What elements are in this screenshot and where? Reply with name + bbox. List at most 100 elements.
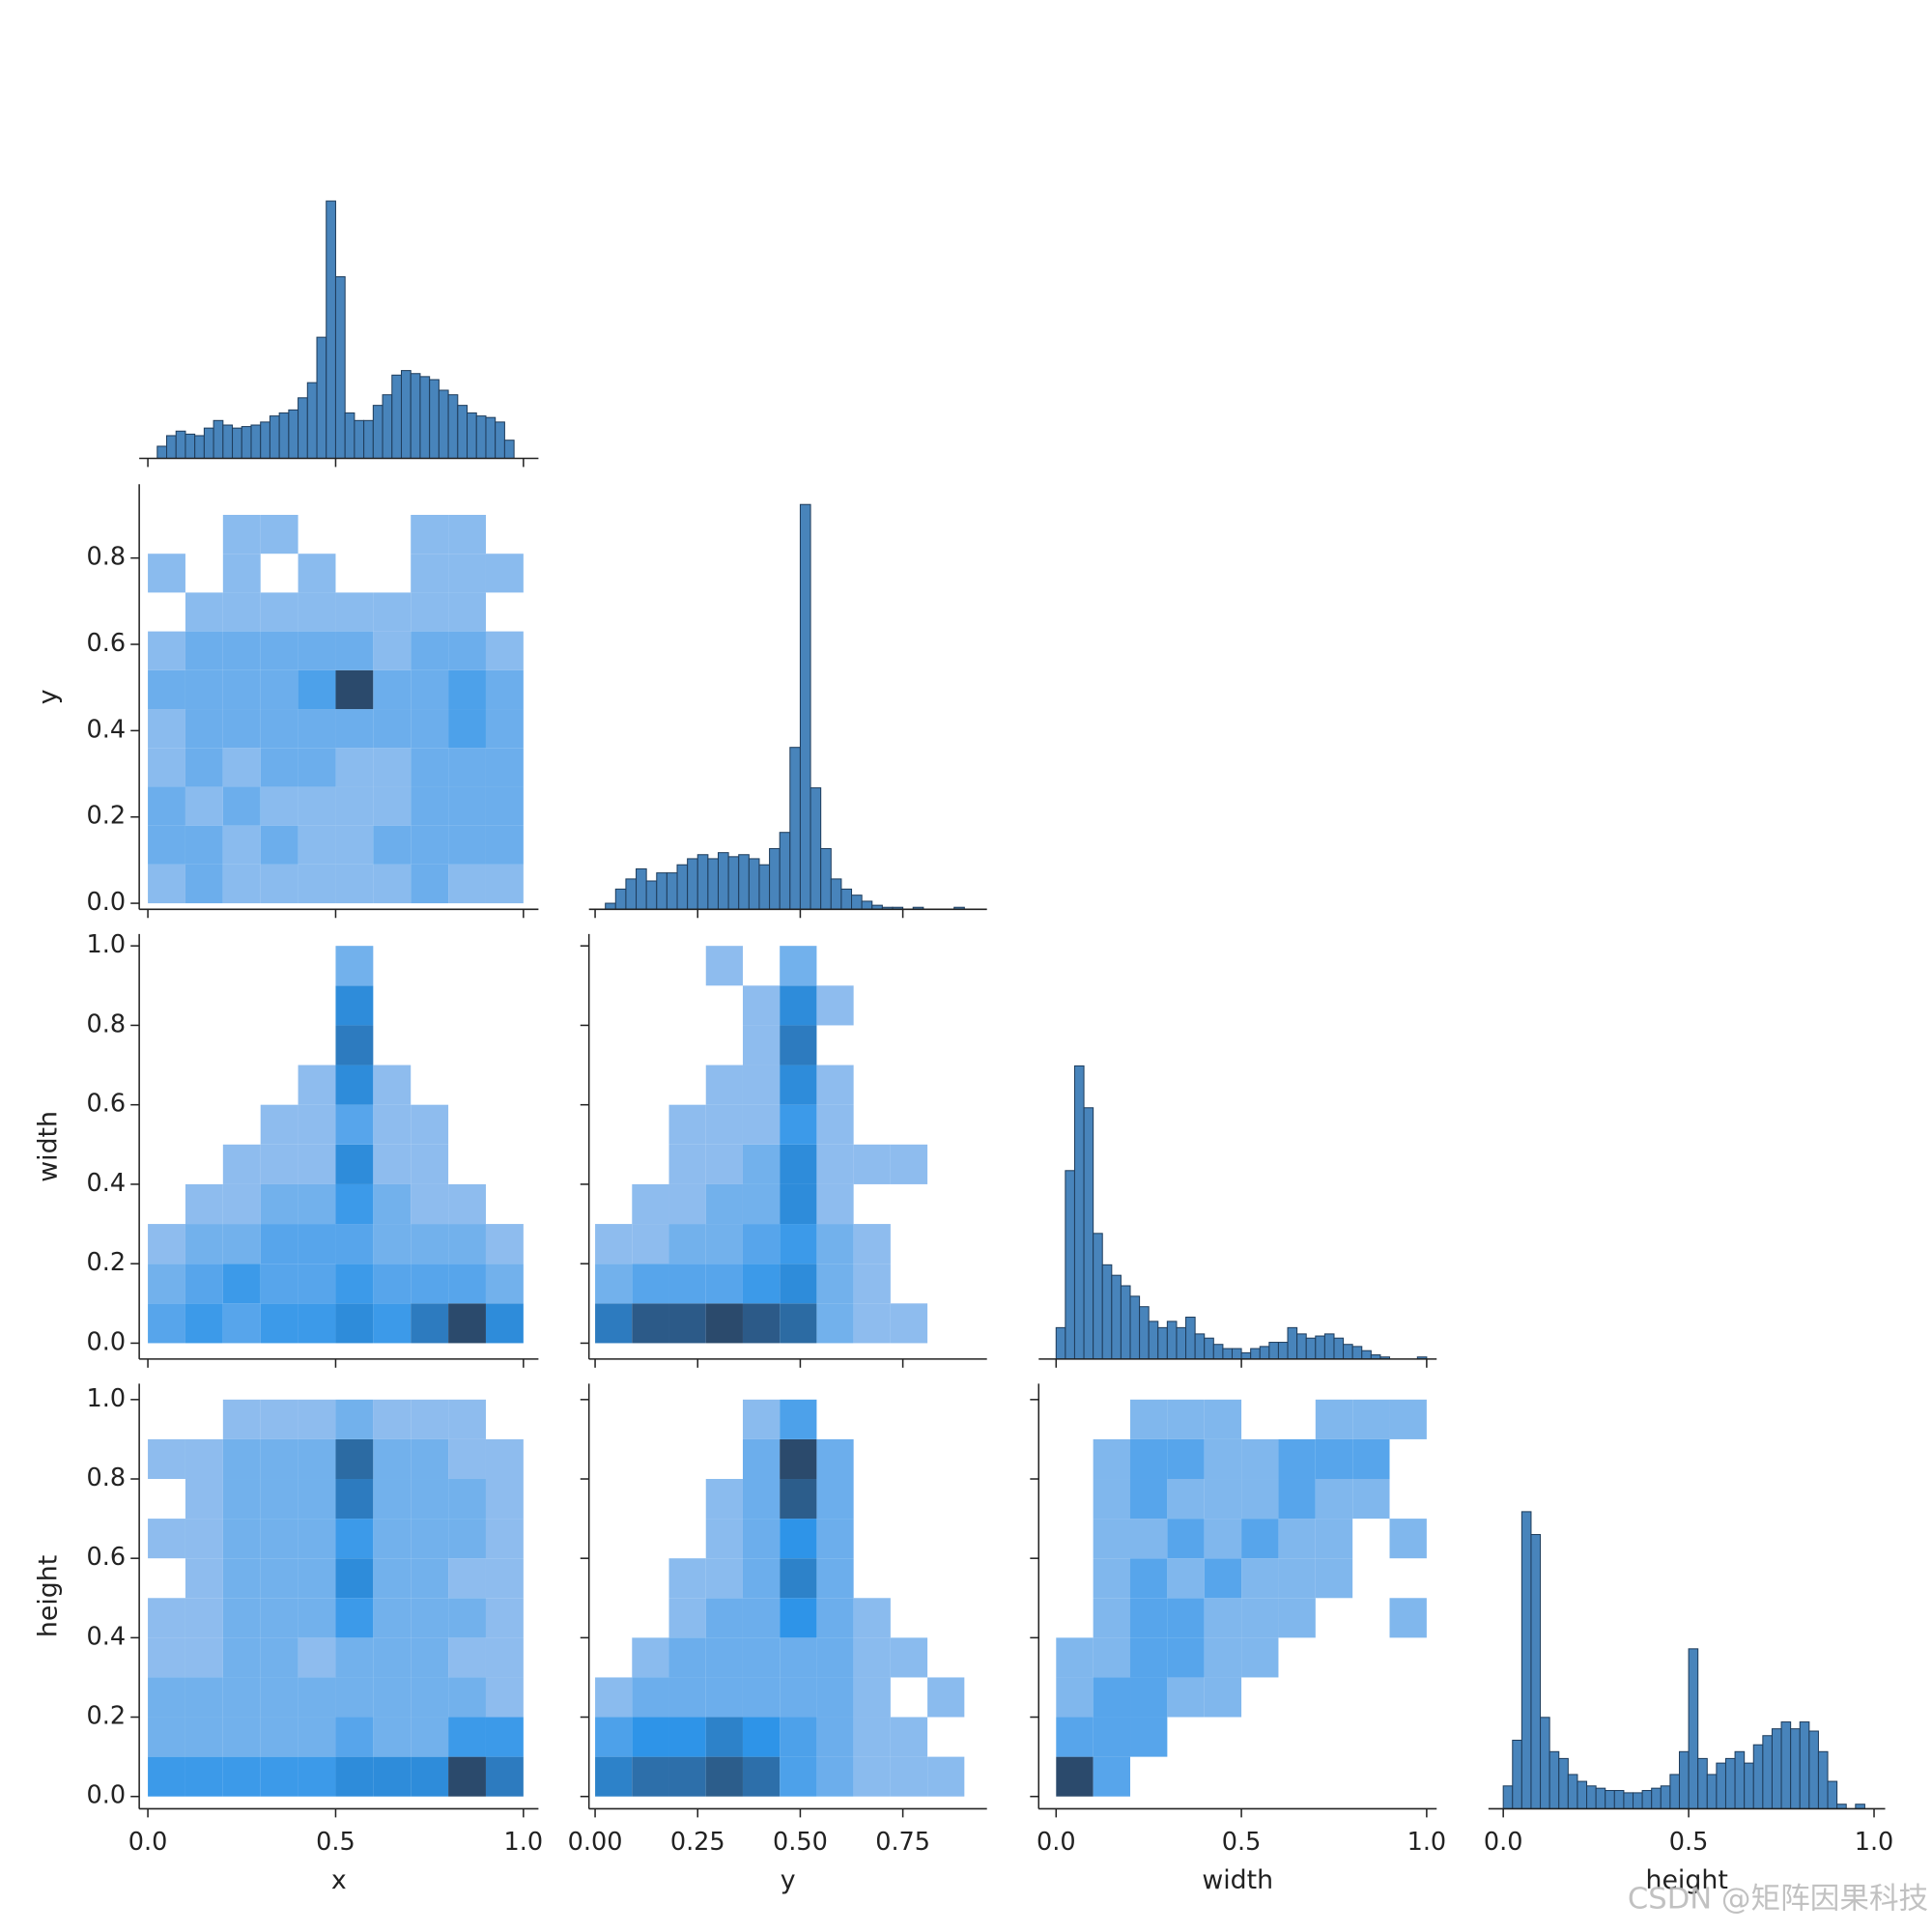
y-tick-label: 0.6	[87, 1090, 127, 1119]
hist2d-cell	[891, 1105, 927, 1145]
hist2d-cell	[448, 1717, 486, 1757]
hist-bar	[334, 275, 346, 459]
hist2d-cell	[1056, 1558, 1093, 1598]
hist2d-cell	[148, 1145, 185, 1184]
hist2d-cell	[411, 592, 449, 632]
hist-bar	[1231, 1348, 1242, 1360]
hist2d-cell	[185, 825, 223, 865]
hist2d-cell	[816, 1756, 854, 1797]
hist-bar	[1296, 1333, 1307, 1360]
hist2d-cell	[335, 748, 374, 787]
hist2d-cell	[373, 1479, 412, 1520]
hist-bar	[1548, 1750, 1560, 1809]
hist2d-cell	[632, 1303, 669, 1344]
hist2d-cell	[298, 1717, 336, 1757]
hist2d-cell	[816, 1438, 854, 1480]
hist2d-cell	[632, 1025, 668, 1065]
hist2d-cell	[335, 592, 374, 632]
hist2d-cell	[669, 1439, 706, 1479]
hist2d-cell	[222, 592, 261, 632]
hist2d-cell	[595, 985, 632, 1025]
hist2d-cell	[1352, 1479, 1390, 1520]
hist2d-cell	[891, 1439, 927, 1479]
hist2d-cell	[260, 631, 298, 670]
hist2d-cell	[335, 1224, 374, 1264]
hist2d-cell	[743, 946, 780, 985]
hist2d-cell	[632, 1519, 668, 1558]
hist2d-cell	[335, 1065, 374, 1105]
x-tick-label: 0.75	[875, 1828, 930, 1857]
hist2d-cell	[148, 1065, 185, 1105]
hist2d-cell	[705, 1104, 743, 1145]
x-tick-label: 0.0	[1484, 1828, 1523, 1857]
hist2d-cell	[222, 1144, 261, 1184]
hist2d-cell	[222, 1303, 261, 1344]
hist2d-cell	[185, 1065, 223, 1105]
hist2d-cell	[816, 1479, 854, 1520]
hist2d-cell	[1352, 1757, 1389, 1797]
hist2d-cell	[742, 1756, 781, 1797]
hist2d-cell	[260, 825, 298, 865]
hist2d-cell	[927, 1224, 964, 1264]
hist2d-cell	[668, 1104, 706, 1145]
hist2d-cell	[222, 1677, 261, 1718]
hist-bar	[1669, 1774, 1681, 1809]
hist-bar	[625, 878, 638, 910]
hist-bar	[1361, 1350, 1372, 1360]
hist2d-cell	[411, 1144, 449, 1184]
hist-bar	[419, 376, 431, 459]
hist2d-cell	[1056, 1439, 1093, 1479]
hist2d-cell	[222, 709, 261, 749]
hist2d-cell	[485, 1479, 524, 1520]
hist2d-cell	[669, 1025, 706, 1065]
hist2d-cell	[335, 985, 374, 1026]
hist2d-cell	[1056, 1637, 1094, 1678]
hist-bar	[1540, 1717, 1550, 1809]
hist-bar	[1641, 1790, 1653, 1809]
hist2d-cell	[927, 1598, 964, 1637]
hist2d-cell	[595, 1519, 632, 1558]
hist-bar	[1065, 1170, 1075, 1360]
hist2d-cell	[854, 1400, 891, 1439]
hist2d-cell	[373, 1183, 412, 1225]
hist2d-cell	[260, 864, 298, 904]
hist2d-cell	[1352, 1399, 1390, 1439]
hist-bar	[1204, 1337, 1214, 1360]
hist2d-cell	[448, 748, 486, 787]
hist2d-cell	[706, 1025, 743, 1065]
hist2d-cell	[335, 1104, 374, 1145]
hist2d-cell	[448, 1303, 486, 1344]
hist-bar	[666, 872, 678, 910]
hist-bar	[861, 900, 873, 910]
hist2d-cell	[185, 748, 223, 787]
hist2d-cell	[816, 985, 854, 1026]
hist2d-cell	[1278, 1558, 1316, 1599]
hist2d-cell	[1167, 1677, 1205, 1718]
hist2d-cell	[485, 1677, 524, 1718]
hist2d-cell	[632, 985, 668, 1025]
hist2d-cell	[891, 1598, 927, 1637]
hist-bar	[222, 424, 234, 460]
hist2d-cell	[742, 1399, 781, 1439]
hist-bar	[687, 858, 698, 910]
hist-bar	[636, 867, 647, 910]
hist2d-cell	[148, 669, 185, 710]
hist-bar	[438, 389, 449, 460]
hist2d-cell	[780, 1303, 817, 1344]
hist2d-cell	[222, 1183, 261, 1225]
x-axis-label: y	[781, 1865, 796, 1895]
hist2d-cell	[260, 1438, 298, 1480]
hist2d-cell	[1093, 1479, 1131, 1520]
hist2d-cell	[1352, 1718, 1389, 1757]
hist2d-cell	[816, 1519, 854, 1559]
x-tick-label: 0.5	[1222, 1828, 1262, 1857]
hist2d-cell	[335, 1025, 374, 1065]
hist2d-cell	[298, 1264, 336, 1304]
hist2d-cell	[1390, 1558, 1427, 1598]
hist2d-cell	[1241, 1558, 1279, 1599]
hist2d-cell	[373, 946, 411, 985]
hist2d-cell	[485, 631, 524, 670]
hist2d-cell	[1093, 1558, 1131, 1599]
hist2d-cell	[891, 1224, 927, 1264]
